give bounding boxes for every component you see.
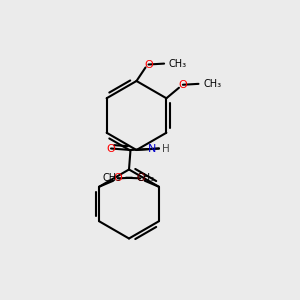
Text: CH₃: CH₃ <box>103 173 121 183</box>
Text: CH₃: CH₃ <box>137 173 155 183</box>
Text: O: O <box>144 59 153 70</box>
Text: CH₃: CH₃ <box>203 79 221 89</box>
Text: CH₃: CH₃ <box>169 58 187 69</box>
Text: O: O <box>106 143 116 154</box>
Text: N: N <box>148 143 157 154</box>
Text: O: O <box>178 80 187 90</box>
Text: H: H <box>162 143 170 154</box>
Text: O: O <box>136 173 145 183</box>
Text: O: O <box>113 173 122 183</box>
